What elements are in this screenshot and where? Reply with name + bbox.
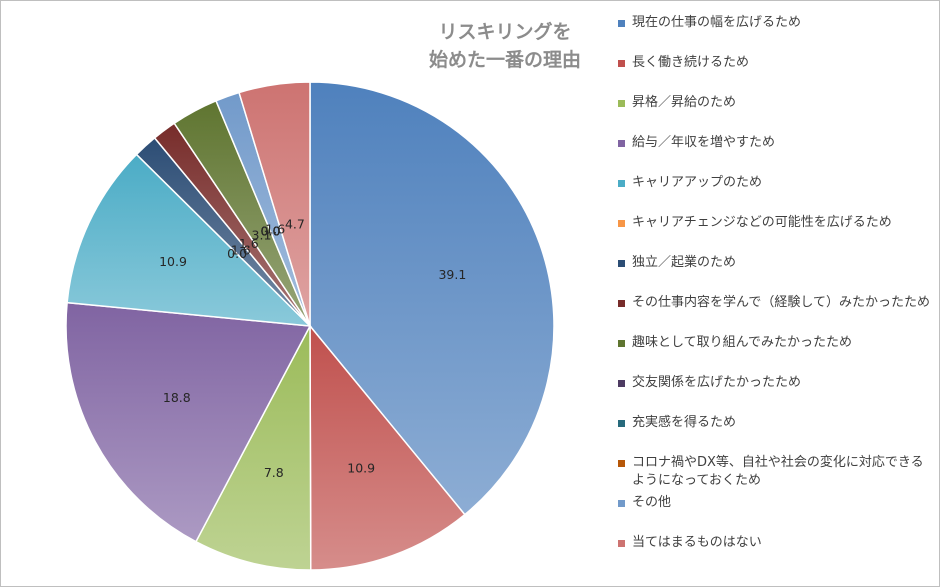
data-label-14: 4.7 [285,217,305,232]
legend-swatch [618,180,625,187]
legend-swatch [618,540,625,547]
pie-slice-4 [65,301,312,543]
data-label-8: 1.6 [239,236,259,251]
pie-slice-5 [66,153,313,327]
data-label-2: 10.9 [347,460,375,475]
chart-title: リスキリングを 始めた一番の理由 [405,18,605,74]
legend-swatch [618,140,625,147]
chart-title-line-2: 始めた一番の理由 [428,49,581,71]
legend-swatch [618,20,625,27]
legend-label: 当てはまるものはない [632,535,762,550]
data-label-4: 18.8 [163,390,191,405]
legend-label: 長く働き続けるため [632,55,750,70]
data-label-5: 10.9 [159,254,187,269]
legend-label: 充実感を得るため [632,415,737,430]
legend-label: 交友関係を広げたかったため [632,375,802,390]
legend-label: 現在の仕事の幅を広げるため [632,15,802,30]
legend-swatch [618,380,625,387]
legend-label: キャリアアップのため [632,175,763,190]
legend-swatch [618,260,625,267]
legend-swatch [618,60,625,67]
legend-label: 趣味として取り組んでみたかったため [632,335,852,350]
legend-swatch [618,340,625,347]
data-label-11: 0.0 [261,223,281,238]
legend-label: コロナ禍やDX等、自社や社会の変化に対応できるようになっておくため [632,455,924,488]
legend-label: キャリアチェンジなどの可能性を広げるため [632,215,892,230]
data-label-10: 0.0 [261,223,281,238]
legend-swatch [618,300,625,307]
legend-label: 昇格／昇給のため [632,95,737,110]
legend-swatch [618,420,625,427]
data-label-1: 39.1 [438,267,466,282]
data-label-3: 7.8 [264,465,284,480]
legend-swatch [618,500,625,507]
data-label-7: 1.6 [231,242,251,257]
legend-swatch [618,100,625,107]
legend-label: 独立／起業のため [632,255,737,270]
chart-title-line-1: リスキリングを [438,21,572,43]
legend-label: その仕事内容を学んで（経験して）みたかったため [632,295,930,310]
pie-slice-14 [238,81,311,327]
data-label-13: 1.6 [265,222,285,237]
data-label-12: 0.0 [261,223,281,238]
legend-swatch [618,460,625,467]
pie-slice-1 [309,81,555,516]
legend-label: その他 [632,495,672,510]
pie-slice-3 [194,325,312,571]
data-label-9: 3.1 [252,228,272,243]
pie-slice-2 [309,323,466,571]
legend-swatch [618,220,625,227]
legend-label: 給与／年収を増やすため [632,135,776,150]
data-label-6: 0.0 [227,246,247,261]
